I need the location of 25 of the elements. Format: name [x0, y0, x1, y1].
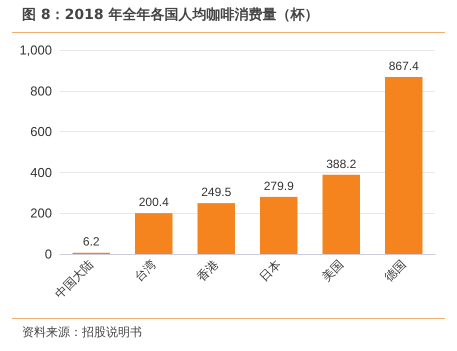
x-tick-label: 台湾 [132, 257, 159, 284]
y-tick-label: 0 [44, 246, 52, 262]
x-tick-label: 美国 [319, 257, 346, 284]
bar [198, 203, 235, 254]
data-label: 249.5 [201, 185, 232, 200]
chart-title: 图 8：2018 年全年各国人均咖啡消费量（杯） [22, 6, 318, 24]
data-label: 279.9 [264, 178, 294, 193]
bar [260, 196, 298, 254]
y-tick-label: 1,000 [19, 42, 52, 58]
x-tick-label: 日本 [256, 257, 284, 284]
y-tick-label: 400 [30, 164, 52, 180]
x-tick-label: 中国大陆 [52, 257, 96, 301]
data-label: 6.2 [82, 234, 100, 249]
text: 资料来源：招股说明书 [22, 324, 142, 341]
y-tick-label: 200 [30, 206, 52, 221]
y-tick-label: 600 [30, 124, 52, 140]
data-label: 200.4 [138, 195, 170, 210]
data-label: 388.2 [326, 156, 357, 171]
bar [135, 213, 172, 254]
bar [385, 77, 422, 254]
x-tick-label: 香港 [194, 257, 222, 284]
data-label: 867.4 [388, 59, 420, 74]
x-tick-label: 德国 [382, 257, 409, 284]
bar [322, 174, 360, 254]
y-tick-label: 800 [30, 83, 52, 98]
